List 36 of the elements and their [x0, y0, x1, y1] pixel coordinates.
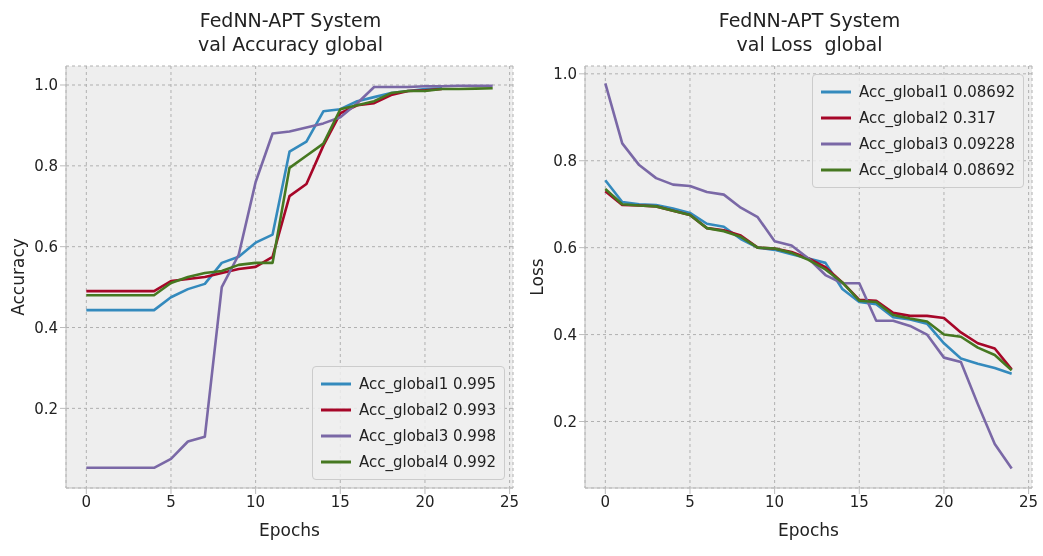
- x-axis-title: Epochs: [778, 520, 840, 540]
- y-tick-label: 0.6: [553, 238, 577, 257]
- x-tick-label: 5: [685, 492, 695, 511]
- legend-label: Acc_global3 0.09228: [858, 135, 1015, 153]
- y-tick-label: 0.4: [34, 318, 58, 337]
- legend-label: Acc_global1 0.995: [359, 375, 496, 393]
- x-tick-label: 15: [849, 492, 869, 511]
- legend-label: Acc_global4 0.08692: [858, 161, 1015, 179]
- x-tick-label: 15: [330, 492, 350, 511]
- y-tick-label: 0.4: [553, 325, 577, 344]
- x-axis-title: Epochs: [259, 520, 321, 540]
- x-tick-label: 25: [1019, 492, 1039, 511]
- y-tick-label: 0.8: [553, 152, 577, 171]
- y-tick-label: 1.0: [34, 76, 58, 95]
- x-tick-label: 20: [415, 492, 435, 511]
- y-tick-label: 0.6: [34, 238, 58, 257]
- legend-label: Acc_global3 0.998: [359, 427, 496, 445]
- x-tick-label: 25: [500, 492, 520, 511]
- chart-title: FedNN-APT System val Accuracy global: [197, 8, 384, 57]
- y-axis-title: Loss: [527, 258, 548, 296]
- y-tick-label: 1.0: [553, 65, 577, 84]
- legend-label: Acc_global4 0.992: [359, 453, 496, 471]
- y-tick-label: 0.8: [34, 157, 58, 176]
- x-tick-label: 0: [600, 492, 611, 511]
- x-tick-label: 10: [246, 492, 266, 511]
- legend-label: Acc_global2 0.993: [359, 401, 496, 419]
- legend-label: Acc_global1 0.08692: [858, 83, 1015, 101]
- x-tick-label: 0: [81, 492, 92, 511]
- y-tick-label: 0.2: [34, 399, 58, 418]
- y-tick-label: 0.2: [553, 412, 577, 431]
- x-tick-label: 10: [765, 492, 785, 511]
- x-tick-label: 5: [166, 492, 176, 511]
- legend-label: Acc_global2 0.317: [858, 109, 996, 127]
- x-tick-label: 20: [934, 492, 954, 511]
- y-axis-title: Accuracy: [8, 238, 29, 316]
- chart-title: FedNN-APT System val Loss global: [717, 8, 902, 57]
